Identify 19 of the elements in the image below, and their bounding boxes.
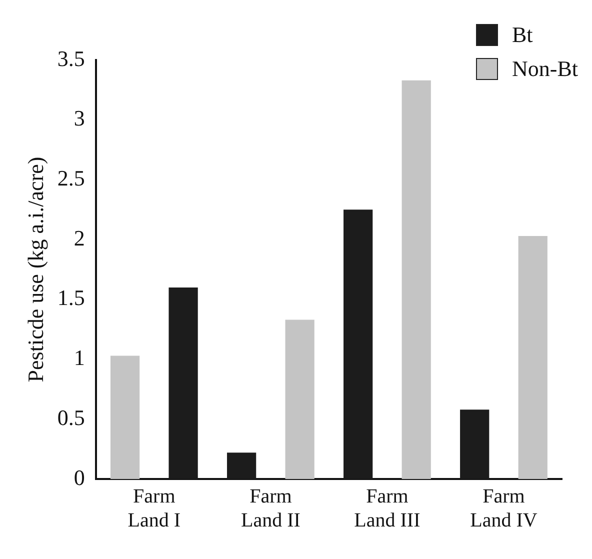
legend-label: Bt xyxy=(512,22,533,48)
y-tick-label: 1.5 xyxy=(57,285,85,310)
y-tick-label: 2 xyxy=(74,225,85,250)
x-tick-label: Farm Land II xyxy=(240,485,300,532)
y-tick-label: 0.5 xyxy=(57,404,85,430)
x-tick-label: Farm Land III xyxy=(354,485,420,532)
legend-label: Non-Bt xyxy=(512,56,578,82)
y-axis-title: Pesticde use (kg a.i./acre) xyxy=(22,156,48,382)
bar xyxy=(110,356,140,479)
y-tick-label: 2.5 xyxy=(57,165,85,190)
bar xyxy=(285,320,314,479)
y-tick-label: 3 xyxy=(74,106,85,131)
x-tick-label: Farm Land I xyxy=(128,485,181,532)
bar xyxy=(402,80,431,479)
x-tick-label: Farm Land IV xyxy=(470,485,538,532)
y-tick-label: 3.5 xyxy=(57,46,85,71)
bar xyxy=(518,236,548,479)
y-tick-label: 0 xyxy=(74,464,85,490)
y-tick-label: 1 xyxy=(74,345,85,370)
